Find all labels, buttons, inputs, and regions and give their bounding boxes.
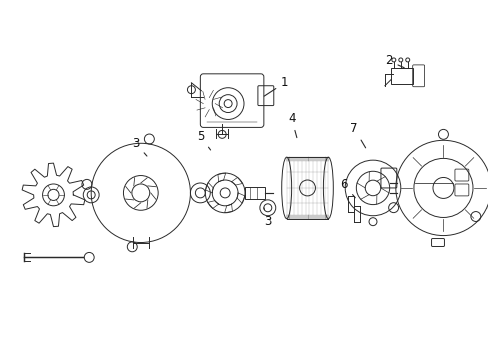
Text: 1: 1 [264,76,289,96]
Text: 7: 7 [350,122,366,148]
Text: 6: 6 [341,179,355,198]
Text: 3: 3 [132,137,147,156]
Text: 5: 5 [196,130,211,150]
Text: 2: 2 [385,54,404,68]
Text: 4: 4 [288,112,297,138]
Text: 3: 3 [264,208,271,228]
